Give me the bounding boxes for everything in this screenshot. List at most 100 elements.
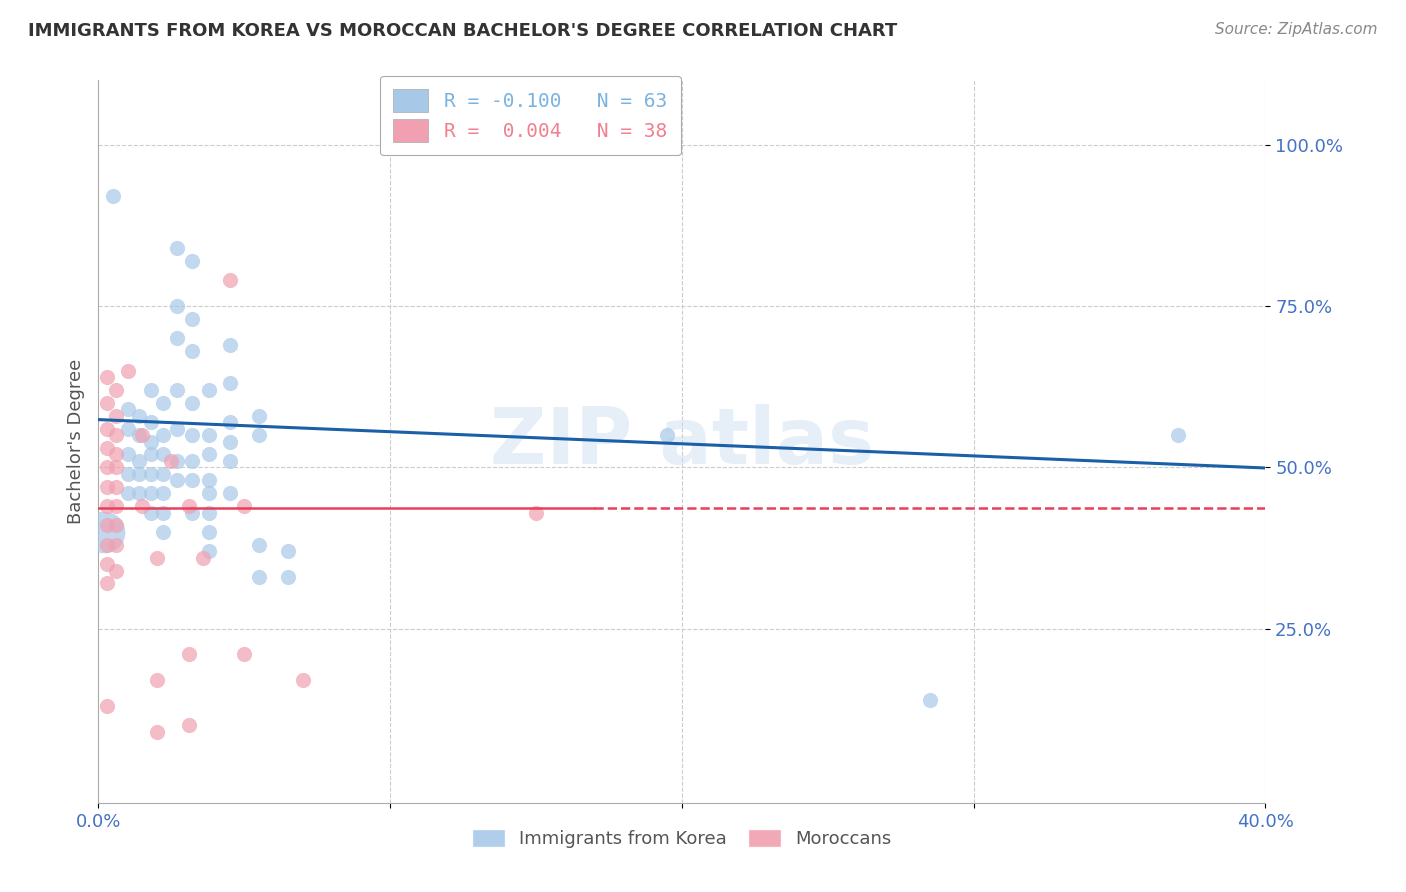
Point — [96, 518, 118, 533]
Point — [128, 454, 150, 468]
Point — [128, 428, 150, 442]
Point — [177, 499, 200, 513]
Point — [152, 486, 174, 500]
Point — [146, 673, 169, 688]
Point — [128, 467, 150, 481]
Point — [93, 524, 115, 539]
Point — [233, 648, 256, 662]
Point — [166, 331, 188, 345]
Point — [218, 434, 240, 449]
Point — [139, 467, 162, 481]
Point — [277, 544, 299, 558]
Point — [104, 538, 127, 552]
Point — [291, 673, 314, 688]
Point — [139, 506, 162, 520]
Point — [180, 428, 202, 442]
Point — [247, 409, 270, 423]
Point — [198, 544, 221, 558]
Point — [218, 454, 240, 468]
Point — [117, 467, 139, 481]
Point — [152, 396, 174, 410]
Point — [128, 409, 150, 423]
Point — [117, 363, 139, 377]
Point — [218, 273, 240, 287]
Point — [918, 692, 941, 706]
Point — [198, 473, 221, 487]
Point — [131, 499, 153, 513]
Point — [96, 422, 118, 436]
Point — [177, 718, 200, 732]
Point — [104, 518, 127, 533]
Point — [139, 434, 162, 449]
Point — [139, 415, 162, 429]
Point — [101, 189, 124, 203]
Text: Source: ZipAtlas.com: Source: ZipAtlas.com — [1215, 22, 1378, 37]
Point — [104, 383, 127, 397]
Point — [247, 428, 270, 442]
Point — [139, 447, 162, 461]
Point — [160, 454, 183, 468]
Point — [104, 460, 127, 475]
Point — [117, 447, 139, 461]
Point — [198, 486, 221, 500]
Point — [104, 499, 127, 513]
Point — [139, 383, 162, 397]
Point — [218, 338, 240, 352]
Point — [146, 724, 169, 739]
Text: ZIP atlas: ZIP atlas — [489, 403, 875, 480]
Point — [218, 376, 240, 391]
Point — [152, 447, 174, 461]
Point — [180, 254, 202, 268]
Point — [117, 402, 139, 417]
Point — [96, 699, 118, 714]
Legend: Immigrants from Korea, Moroccans: Immigrants from Korea, Moroccans — [461, 818, 903, 859]
Point — [180, 454, 202, 468]
Point — [117, 422, 139, 436]
Point — [198, 524, 221, 539]
Point — [166, 454, 188, 468]
Point — [524, 506, 547, 520]
Point — [104, 480, 127, 494]
Point — [152, 506, 174, 520]
Point — [96, 480, 118, 494]
Point — [166, 473, 188, 487]
Point — [152, 524, 174, 539]
Point — [166, 422, 188, 436]
Point — [180, 312, 202, 326]
Point — [117, 486, 139, 500]
Text: IMMIGRANTS FROM KOREA VS MOROCCAN BACHELOR'S DEGREE CORRELATION CHART: IMMIGRANTS FROM KOREA VS MOROCCAN BACHEL… — [28, 22, 897, 40]
Point — [198, 383, 221, 397]
Point — [193, 550, 215, 565]
Point — [180, 396, 202, 410]
Point — [247, 538, 270, 552]
Point — [218, 415, 240, 429]
Point — [128, 486, 150, 500]
Point — [247, 570, 270, 584]
Point — [180, 506, 202, 520]
Point — [131, 428, 153, 442]
Point — [96, 576, 118, 591]
Point — [104, 447, 127, 461]
Point — [180, 344, 202, 359]
Point — [218, 486, 240, 500]
Point — [96, 557, 118, 571]
Point — [277, 570, 299, 584]
Point — [152, 428, 174, 442]
Point — [166, 383, 188, 397]
Point — [104, 409, 127, 423]
Point — [180, 473, 202, 487]
Point — [177, 648, 200, 662]
Point — [198, 506, 221, 520]
Point — [198, 447, 221, 461]
Point — [96, 396, 118, 410]
Point — [146, 550, 169, 565]
Point — [96, 538, 118, 552]
Point — [96, 441, 118, 455]
Point — [139, 486, 162, 500]
Point — [166, 299, 188, 313]
Point — [166, 241, 188, 255]
Point — [104, 564, 127, 578]
Point — [198, 428, 221, 442]
Point — [96, 370, 118, 384]
Point — [657, 428, 679, 442]
